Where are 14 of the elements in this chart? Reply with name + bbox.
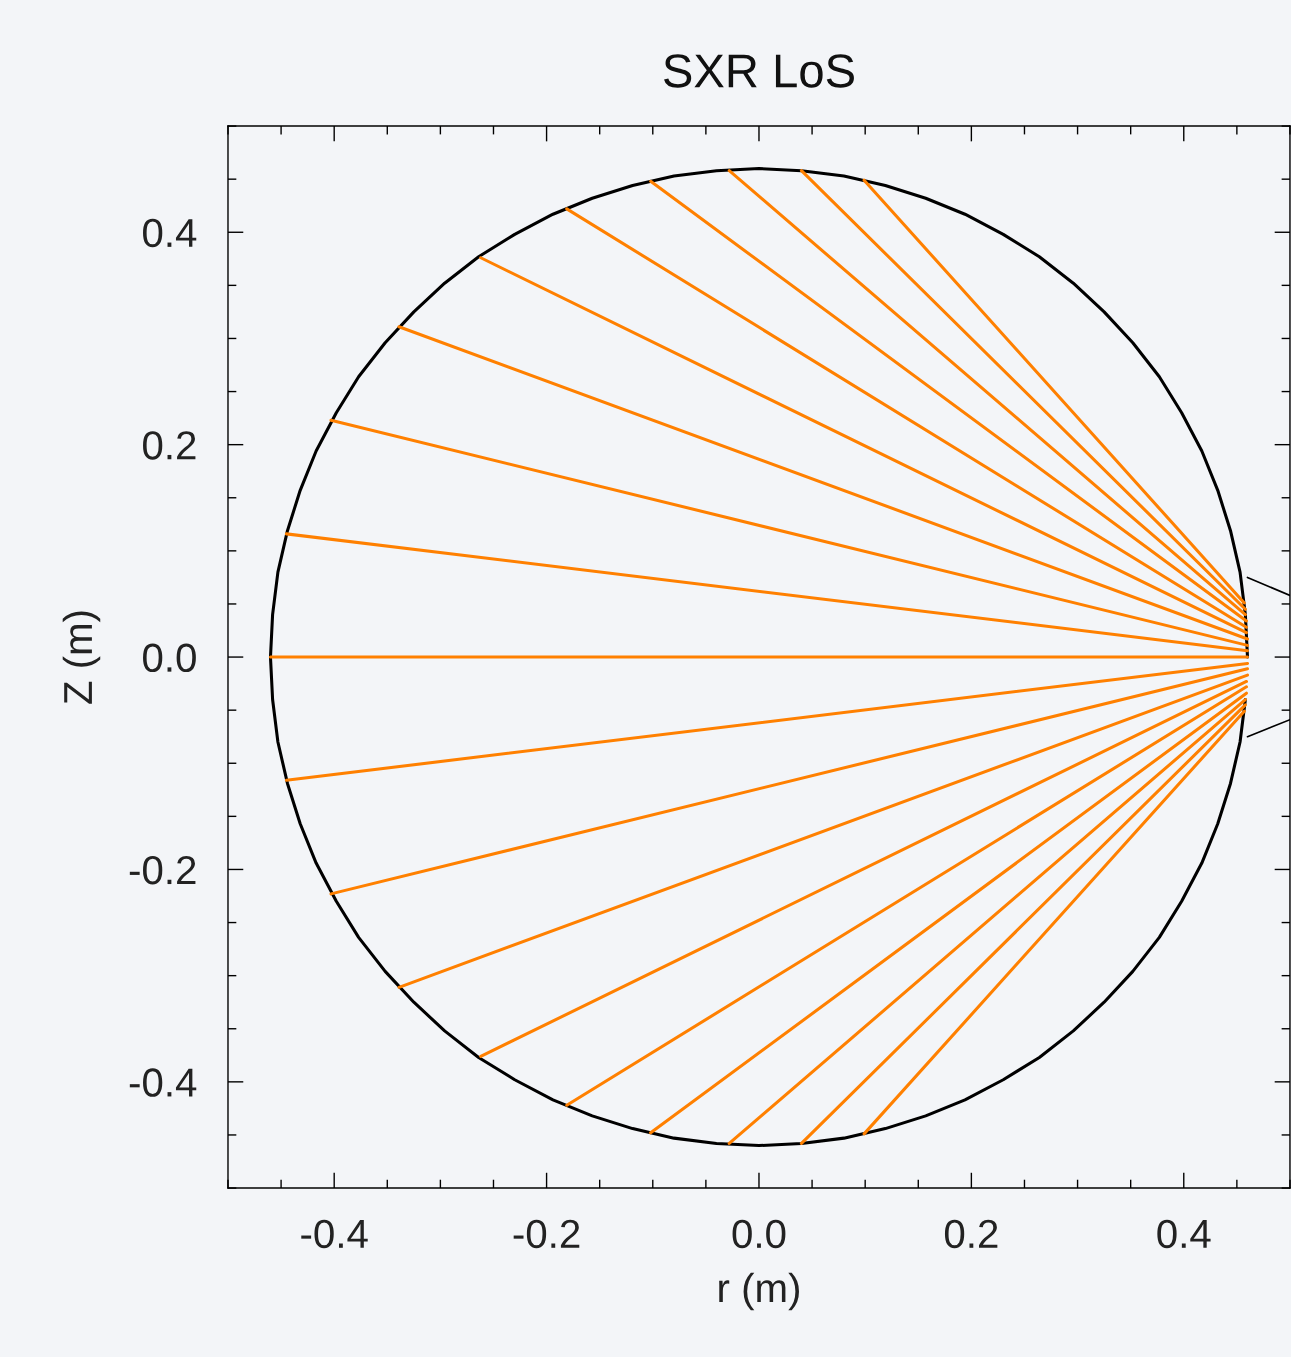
x-tick-label: 0.4 (1157, 1219, 1211, 1249)
x-axis-title: r (m) (719, 1272, 799, 1311)
y-tick-label: 0.0 (143, 643, 196, 673)
y-axis-title: Z (m) (62, 611, 101, 704)
x-tick-label: -0.2 (513, 1219, 580, 1249)
x-tick-label: 0.2 (944, 1219, 998, 1249)
x-tick-label: -0.4 (301, 1219, 368, 1249)
line-series (268, 167, 1250, 1148)
y-tick-label: 0.2 (143, 431, 196, 460)
y-tick-label: -0.4 (129, 1068, 197, 1097)
chart-title: SXR LoS (664, 54, 854, 88)
y-tick-label: 0.4 (143, 218, 197, 248)
x-tick-label: 0.0 (732, 1219, 786, 1249)
y-tick-label: -0.2 (129, 855, 196, 885)
